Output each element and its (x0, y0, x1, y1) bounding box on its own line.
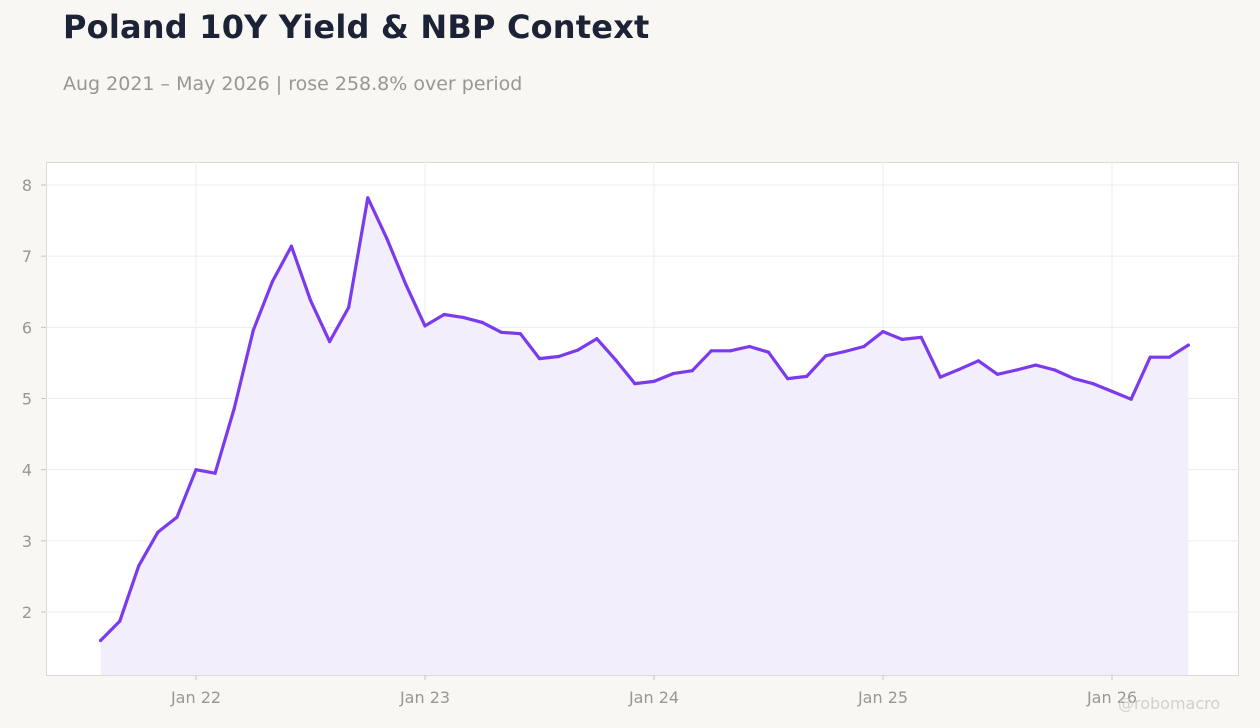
data-point (766, 350, 771, 354)
data-point (99, 638, 103, 643)
y-tick-label: 3 (22, 532, 32, 551)
data-point (900, 337, 904, 341)
y-tick-label: 4 (22, 461, 32, 480)
data-point (308, 298, 313, 302)
data-point (1186, 343, 1190, 347)
data-point (862, 344, 866, 349)
data-point (1167, 355, 1171, 359)
data-point (690, 369, 694, 373)
x-tick-label: Jan 22 (170, 688, 221, 707)
data-point (881, 330, 885, 334)
data-point (213, 471, 217, 475)
y-tick-label: 6 (22, 318, 32, 337)
data-point (251, 328, 255, 332)
x-tick-label: Jan 26 (1086, 688, 1137, 707)
data-point (843, 349, 847, 354)
data-point (1148, 355, 1152, 359)
data-point (156, 530, 160, 534)
series-line (99, 196, 1190, 643)
data-point (518, 332, 523, 336)
data-point (499, 330, 503, 334)
data-point (1053, 368, 1057, 372)
data-point (786, 377, 790, 381)
x-tick-label: Jan 23 (399, 688, 450, 707)
data-point (137, 564, 141, 568)
data-point (614, 358, 618, 362)
data-point (1015, 368, 1019, 372)
x-tick-label: Jan 25 (857, 688, 908, 707)
data-point (194, 468, 198, 472)
data-point (1091, 382, 1095, 386)
data-point (289, 244, 293, 248)
axis-labels: 2 3 4 5 6 7 8 Jan 22 Jan 23 Jan 24 Jan 25 Jan 26 (22, 176, 1137, 707)
data-point (347, 305, 351, 309)
chart-title: Poland 10Y Yield & NBP Context (63, 8, 650, 46)
data-point (557, 354, 561, 359)
data-point (366, 196, 370, 200)
data-point (385, 236, 389, 240)
data-point (442, 312, 446, 317)
data-point (1110, 389, 1114, 393)
data-point (709, 349, 713, 353)
data-point (633, 382, 637, 386)
series-area-fill (100, 197, 1189, 676)
data-point (1072, 377, 1076, 381)
data-point (423, 324, 427, 328)
data-point (595, 337, 599, 341)
area-fill-layer (100, 197, 1189, 676)
data-point (957, 367, 961, 371)
chart-subtitle: Aug 2021 – May 2026 | rose 258.8% over p… (63, 73, 523, 95)
y-tick-label: 2 (22, 603, 32, 622)
data-point (728, 349, 732, 353)
data-point (461, 315, 465, 319)
data-point (805, 374, 809, 378)
y-tick-label: 7 (22, 247, 32, 266)
data-point (404, 283, 408, 287)
data-point (747, 344, 752, 349)
data-point (652, 379, 656, 383)
data-point (1129, 397, 1133, 401)
x-tick-label: Jan 24 (628, 688, 679, 707)
data-point (175, 515, 179, 519)
data-point (270, 280, 274, 284)
data-point (938, 375, 942, 379)
data-point (232, 406, 236, 411)
watermark: @robomacro (1118, 694, 1221, 713)
data-point (118, 619, 122, 623)
data-point (537, 357, 542, 361)
series-line-layer (99, 196, 1190, 643)
data-point (995, 372, 1000, 376)
data-point (671, 372, 675, 376)
data-point (919, 335, 923, 339)
data-point (328, 340, 332, 344)
data-point (824, 354, 828, 358)
data-point (480, 320, 484, 324)
data-point (976, 359, 981, 363)
data-point (1034, 363, 1038, 367)
data-point (576, 348, 580, 352)
y-tick-label: 5 (22, 390, 32, 409)
y-tick-label: 8 (22, 176, 32, 195)
